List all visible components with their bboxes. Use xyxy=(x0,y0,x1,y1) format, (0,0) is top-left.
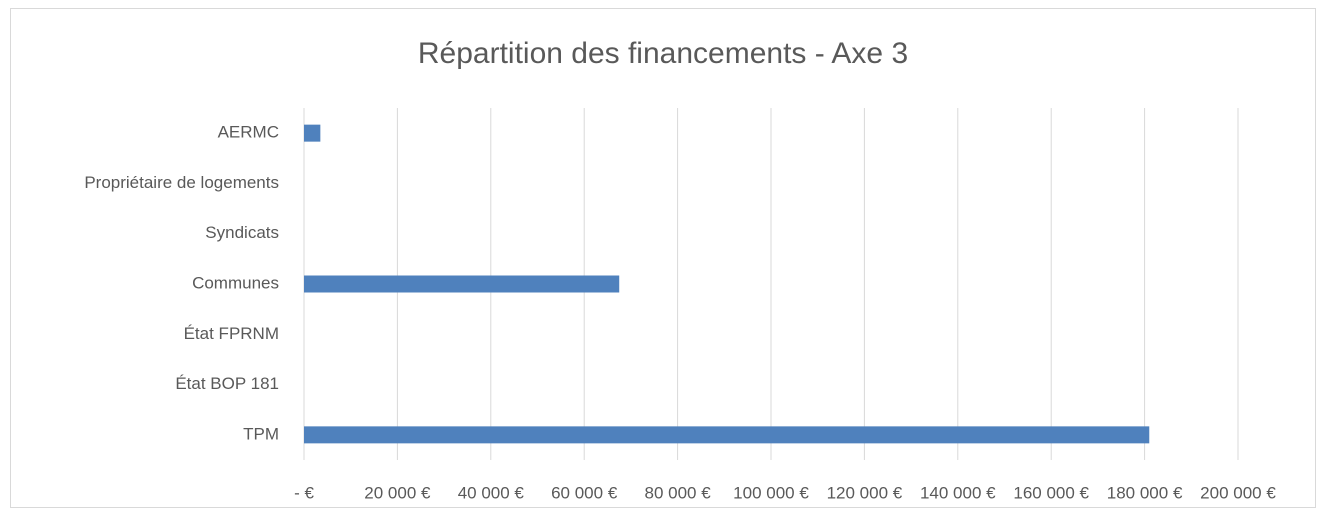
x-tick-label: 120 000 € xyxy=(827,483,903,502)
x-tick-label: 100 000 € xyxy=(733,483,809,502)
x-tick-label: 160 000 € xyxy=(1013,483,1089,502)
bar xyxy=(304,124,321,142)
y-tick-label: État BOP 181 xyxy=(175,374,279,393)
x-tick-label: 80 000 € xyxy=(645,483,712,502)
x-tick-label: 180 000 € xyxy=(1107,483,1183,502)
bar xyxy=(304,275,620,293)
x-tick-label: - € xyxy=(294,483,314,502)
chart-border xyxy=(10,8,1316,508)
bar xyxy=(304,426,1150,444)
chart-title: Répartition des financements - Axe 3 xyxy=(418,37,908,70)
x-tick-label: 140 000 € xyxy=(920,483,996,502)
y-tick-label: TPM xyxy=(243,424,279,443)
y-tick-label: AERMC xyxy=(218,123,279,142)
x-tick-label: 60 000 € xyxy=(551,483,618,502)
y-tick-label: Communes xyxy=(192,273,279,292)
y-tick-label: État FPRNM xyxy=(184,324,279,343)
y-tick-label: Propriétaire de logements xyxy=(84,173,279,192)
y-tick-label: Syndicats xyxy=(205,223,279,242)
x-tick-label: 200 000 € xyxy=(1200,483,1276,502)
x-tick-label: 20 000 € xyxy=(364,483,431,502)
x-tick-label: 40 000 € xyxy=(458,483,525,502)
